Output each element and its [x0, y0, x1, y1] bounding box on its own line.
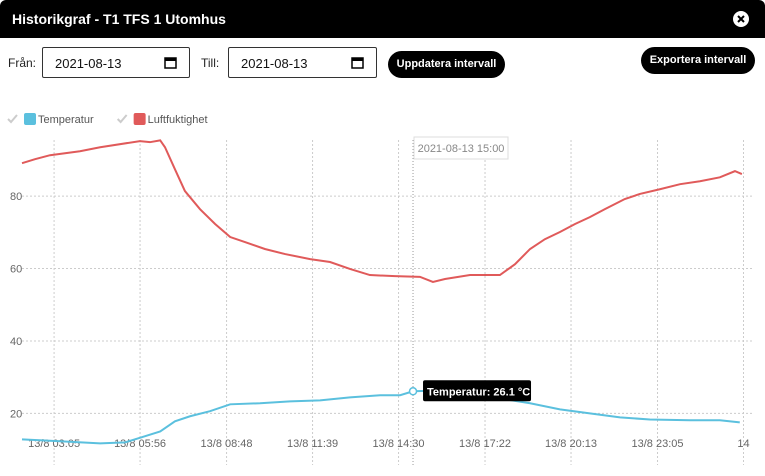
- to-label: Till:: [201, 56, 220, 70]
- legend-check: [7, 114, 18, 124]
- y-tick-label: 60: [10, 264, 22, 276]
- to-date-value: 2021-08-13: [241, 56, 308, 71]
- legend-swatch: [133, 113, 146, 125]
- dialog-title: Historikgraf - T1 TFS 1 Utomhus: [12, 11, 226, 27]
- close-button[interactable]: [733, 11, 749, 27]
- legend-check: [116, 114, 128, 124]
- dialog-header: [0, 0, 765, 38]
- series-line: [21, 389, 740, 445]
- legend-label: Temperatur: [38, 114, 94, 126]
- x-tick-label: 13/8 17:22: [459, 438, 511, 450]
- to-date-input[interactable]: 2021-08-13: [228, 47, 377, 78]
- export-button[interactable]: Exportera intervall: [641, 47, 755, 74]
- x-tick-label: 13/8 05:56: [114, 438, 166, 450]
- y-tick-label: 80: [10, 191, 22, 203]
- calendar-icon: [164, 57, 177, 69]
- y-tick-label: 20: [10, 408, 22, 420]
- x-tick-label: 13/8 14:30: [373, 438, 425, 450]
- from-date-value: 2021-08-13: [55, 56, 122, 71]
- x-tick-label: 13/8 20:13: [545, 438, 597, 450]
- from-label: Från:: [8, 56, 37, 70]
- crosshair-label: 2021-08-13 15:00: [418, 143, 505, 155]
- crosshair-label-box: [413, 136, 509, 160]
- x-tick-label: 13/8 23:05: [632, 438, 684, 450]
- legend-swatch: [24, 113, 36, 125]
- tooltip-box: [423, 380, 532, 402]
- x-tick-label: 13/8 11:39: [287, 438, 338, 450]
- close-icon: [737, 15, 745, 23]
- tooltip-text: Temperatur: 26.1 °C: [427, 386, 530, 398]
- tooltip-marker: [408, 387, 418, 396]
- from-date-input[interactable]: 2021-08-13: [42, 47, 190, 78]
- x-tick-label: 13/8 08:48: [201, 438, 253, 450]
- x-tick-label: 14: [737, 438, 749, 450]
- y-tick-label: 40: [10, 336, 22, 348]
- calendar-icon: [351, 57, 364, 69]
- legend-label: Luftfuktighet: [148, 114, 208, 126]
- series-line: [21, 139, 743, 283]
- update-button[interactable]: Uppdatera intervall: [388, 51, 505, 78]
